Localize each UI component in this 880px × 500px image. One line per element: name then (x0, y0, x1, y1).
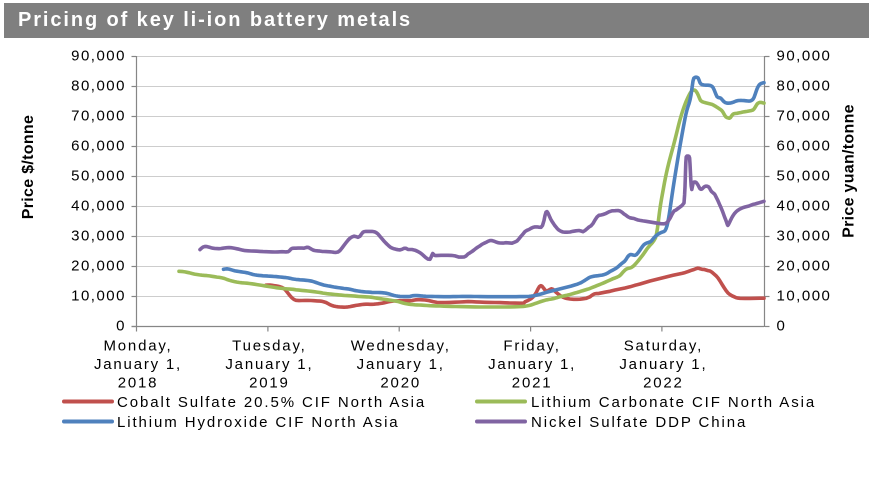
svg-text:80,000: 80,000 (777, 78, 832, 95)
svg-text:January 1,: January 1, (488, 356, 576, 373)
svg-text:80,000: 80,000 (71, 78, 126, 95)
svg-text:January 1,: January 1, (94, 356, 182, 373)
svg-text:2019: 2019 (249, 375, 290, 392)
svg-text:Monday,: Monday, (103, 338, 172, 355)
svg-text:2021: 2021 (512, 375, 553, 392)
svg-text:Wednesday,: Wednesday, (351, 338, 451, 355)
svg-text:60,000: 60,000 (71, 138, 126, 155)
svg-text:10,000: 10,000 (777, 288, 832, 305)
svg-text:Nickel Sulfate DDP China: Nickel Sulfate DDP China (531, 414, 747, 431)
svg-text:40,000: 40,000 (777, 198, 832, 215)
svg-text:50,000: 50,000 (777, 168, 832, 185)
svg-text:January 1,: January 1, (357, 356, 445, 373)
svg-text:Price yuan/tonne: Price yuan/tonne (841, 104, 858, 238)
svg-text:2022: 2022 (643, 375, 684, 392)
svg-text:90,000: 90,000 (71, 48, 126, 65)
svg-text:Cobalt Sulfate 20.5% CIF North: Cobalt Sulfate 20.5% CIF North Asia (117, 394, 426, 411)
svg-text:Friday,: Friday, (503, 338, 560, 355)
svg-text:2020: 2020 (380, 375, 421, 392)
svg-text:0: 0 (116, 318, 126, 335)
svg-text:Tuesday,: Tuesday, (232, 338, 306, 355)
svg-text:20,000: 20,000 (777, 258, 832, 275)
svg-text:2018: 2018 (118, 375, 159, 392)
svg-text:40,000: 40,000 (71, 198, 126, 215)
svg-text:70,000: 70,000 (71, 108, 126, 125)
svg-text:90,000: 90,000 (777, 48, 832, 65)
svg-text:Lithium Carbonate CIF North As: Lithium Carbonate CIF North Asia (531, 394, 816, 411)
svg-text:Saturday,: Saturday, (624, 338, 703, 355)
svg-text:0: 0 (777, 318, 787, 335)
svg-text:60,000: 60,000 (777, 138, 832, 155)
svg-text:30,000: 30,000 (777, 228, 832, 245)
svg-text:30,000: 30,000 (71, 228, 126, 245)
svg-text:10,000: 10,000 (71, 288, 126, 305)
svg-text:Lithium Hydroxide CIF North As: Lithium Hydroxide CIF North Asia (117, 414, 400, 431)
svg-text:70,000: 70,000 (777, 108, 832, 125)
svg-text:50,000: 50,000 (71, 168, 126, 185)
svg-text:January 1,: January 1, (619, 356, 707, 373)
svg-text:Price $/tonne: Price $/tonne (20, 115, 37, 219)
svg-text:20,000: 20,000 (71, 258, 126, 275)
svg-text:January 1,: January 1, (225, 356, 313, 373)
